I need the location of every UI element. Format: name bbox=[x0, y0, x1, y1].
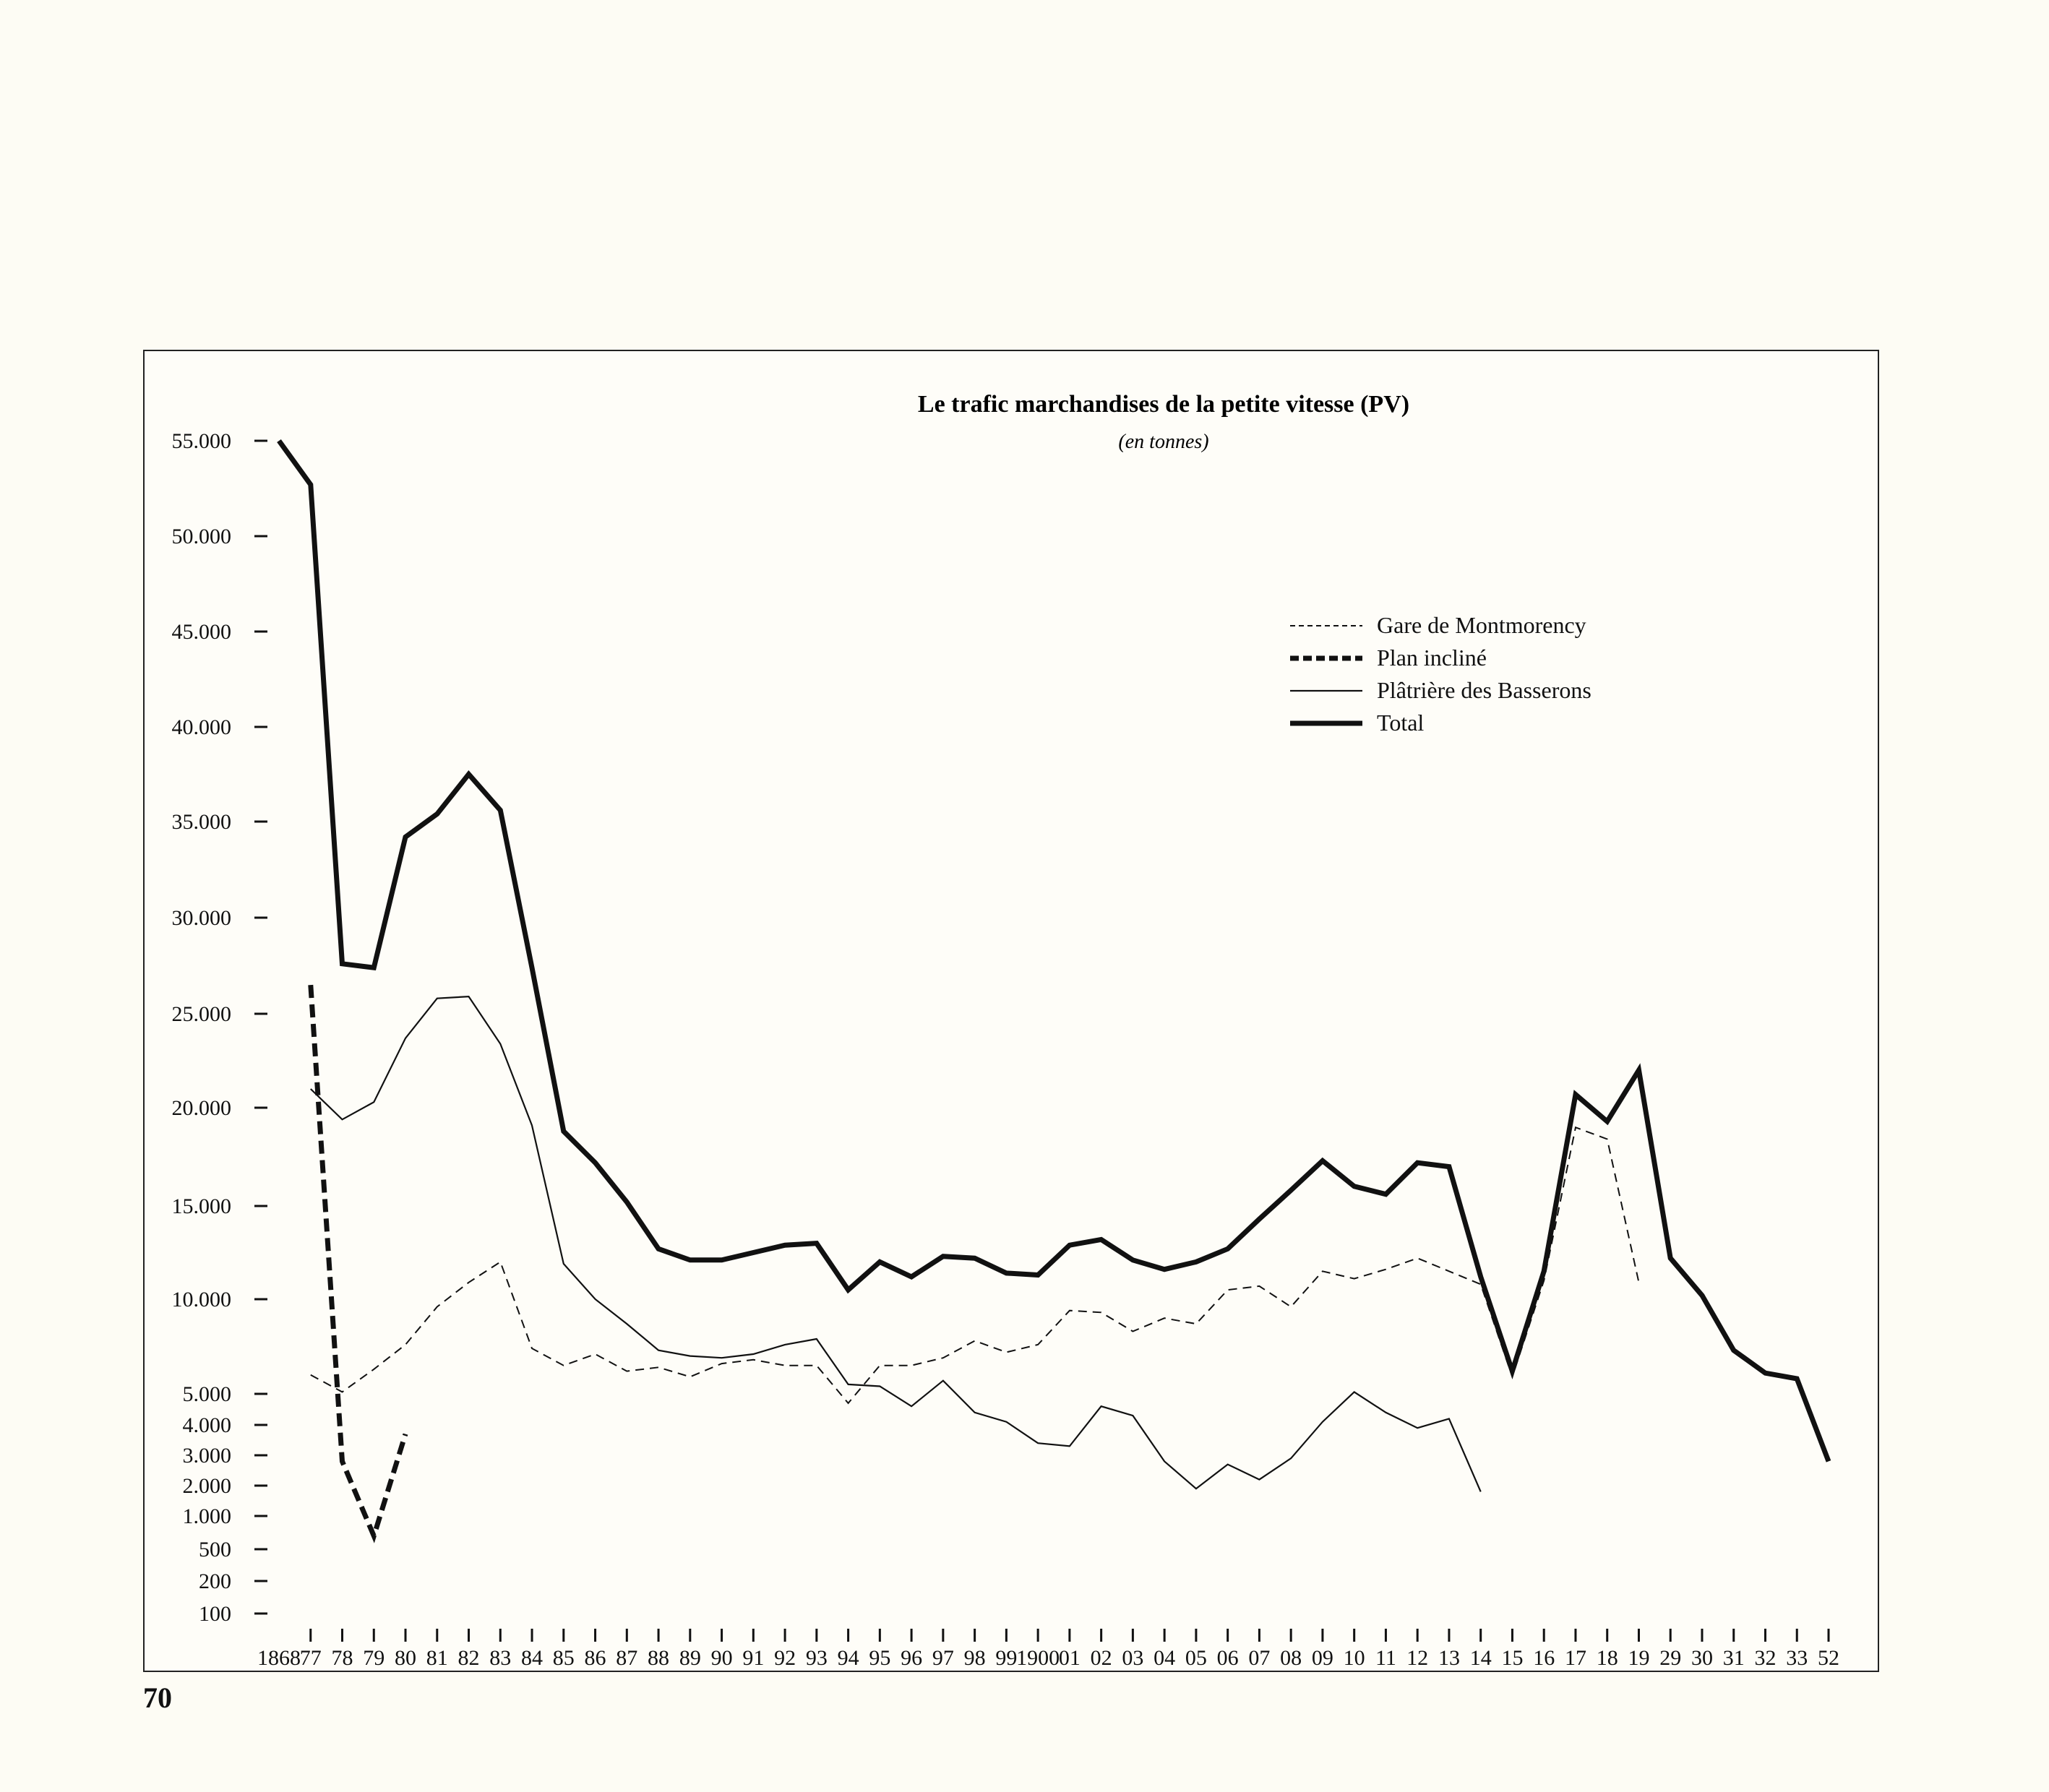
x-tick-label: 90 bbox=[711, 1646, 733, 1670]
x-tick-label: 80 bbox=[395, 1646, 416, 1670]
x-tick-label: 16 bbox=[1533, 1646, 1555, 1670]
x-tick-label: 05 bbox=[1185, 1646, 1207, 1670]
series-line-pl-tri-re-des-basserons bbox=[310, 995, 1482, 1492]
series-line-total bbox=[277, 439, 1831, 1463]
y-tick-label: 50.000 bbox=[172, 525, 232, 548]
x-tick-label: 32 bbox=[1754, 1646, 1776, 1670]
x-tick-label: 99 bbox=[995, 1646, 1017, 1670]
x-tick-label: 33 bbox=[1786, 1646, 1808, 1670]
x-tick-label: 92 bbox=[774, 1646, 796, 1670]
x-tick-label: 91 bbox=[742, 1646, 764, 1670]
x-tick-label: 98 bbox=[964, 1646, 986, 1670]
series-line-gare-de-montmorency bbox=[310, 1126, 1640, 1405]
y-tick-label: 2.000 bbox=[183, 1474, 232, 1498]
y-tick-label: 55.000 bbox=[172, 429, 232, 453]
y-tick-label: 30.000 bbox=[172, 906, 232, 930]
legend-label: Gare de Montmorency bbox=[1377, 612, 1586, 638]
x-tick-label: 97 bbox=[932, 1646, 954, 1670]
y-tick-label: 100 bbox=[199, 1602, 231, 1626]
x-tick-label: 77 bbox=[300, 1646, 322, 1670]
x-tick-label: 82 bbox=[458, 1646, 480, 1670]
x-tick-label: 19 bbox=[1628, 1646, 1649, 1670]
chart-subtitle: (en tonnes) bbox=[1118, 431, 1208, 453]
x-tick-label: 07 bbox=[1248, 1646, 1270, 1670]
y-tick-label: 45.000 bbox=[172, 620, 232, 644]
y-tick-label: 3.000 bbox=[183, 1444, 232, 1468]
x-tick-label: 18 bbox=[1597, 1646, 1618, 1670]
x-tick-label: 14 bbox=[1470, 1646, 1492, 1670]
y-tick-label: 5.000 bbox=[183, 1382, 232, 1406]
x-tick-label: 78 bbox=[332, 1646, 353, 1670]
legend-label: Plâtrière des Basserons bbox=[1377, 677, 1591, 703]
x-tick-label: 15 bbox=[1501, 1646, 1523, 1670]
x-tick-label: 81 bbox=[426, 1646, 448, 1670]
x-tick-label: 96 bbox=[901, 1646, 922, 1670]
x-tick-label: 95 bbox=[869, 1646, 890, 1670]
chart-title: Le trafic marchandises de la petite vite… bbox=[918, 391, 1409, 418]
y-tick-label: 25.000 bbox=[172, 1002, 232, 1026]
x-tick-label: 17 bbox=[1565, 1646, 1586, 1670]
x-tick-label: 94 bbox=[838, 1646, 859, 1670]
series-layer bbox=[277, 439, 1831, 1543]
x-tick-label: 30 bbox=[1691, 1646, 1713, 1670]
y-tick-label: 10.000 bbox=[172, 1288, 232, 1311]
x-tick-label: 12 bbox=[1406, 1646, 1428, 1670]
page-number: 70 bbox=[143, 1681, 172, 1714]
x-tick-label: 29 bbox=[1659, 1646, 1681, 1670]
y-tick-label: 40.000 bbox=[172, 715, 232, 739]
chart-svg: Le trafic marchandises de la petite vite… bbox=[172, 391, 1840, 1670]
series-line-plan-inclin- bbox=[308, 984, 408, 1543]
y-tick-label: 35.000 bbox=[172, 810, 232, 834]
x-tick-label: 03 bbox=[1122, 1646, 1143, 1670]
x-tick-label: 31 bbox=[1723, 1646, 1745, 1670]
legend-label: Total bbox=[1377, 710, 1424, 736]
x-tick-label: 02 bbox=[1091, 1646, 1112, 1670]
chart-frame: Le trafic marchandises de la petite vite… bbox=[143, 350, 1879, 1672]
x-tick-label: 11 bbox=[1375, 1646, 1396, 1670]
y-tick-label: 500 bbox=[199, 1538, 231, 1561]
x-tick-label: 87 bbox=[616, 1646, 637, 1670]
x-tick-label: 84 bbox=[521, 1646, 543, 1670]
x-tick-label: 89 bbox=[679, 1646, 701, 1670]
x-tick-label: 1900 bbox=[1016, 1646, 1060, 1670]
x-tick-label: 93 bbox=[806, 1646, 828, 1670]
x-tick-label: 88 bbox=[648, 1646, 669, 1670]
y-tick-label: 4.000 bbox=[183, 1413, 232, 1437]
x-tick-label: 52 bbox=[1818, 1646, 1839, 1670]
x-tick-label: 1868 bbox=[257, 1646, 301, 1670]
x-tick-label: 09 bbox=[1312, 1646, 1333, 1670]
x-tick-label: 79 bbox=[363, 1646, 385, 1670]
y-tick-label: 1.000 bbox=[183, 1504, 232, 1528]
x-tick-label: 86 bbox=[585, 1646, 606, 1670]
y-tick-label: 200 bbox=[199, 1569, 231, 1593]
x-tick-label: 08 bbox=[1280, 1646, 1302, 1670]
x-tick-label: 10 bbox=[1344, 1646, 1365, 1670]
x-tick-label: 01 bbox=[1059, 1646, 1081, 1670]
x-tick-label: 04 bbox=[1154, 1646, 1175, 1670]
y-tick-label: 20.000 bbox=[172, 1096, 232, 1120]
x-tick-label: 83 bbox=[489, 1646, 511, 1670]
x-tick-label: 85 bbox=[553, 1646, 575, 1670]
legend: Gare de Montmorency Plan incliné Plâtrière… bbox=[1290, 612, 1591, 736]
x-tick-label: 06 bbox=[1217, 1646, 1239, 1670]
legend-label: Plan incliné bbox=[1377, 645, 1487, 671]
y-axis: 100 200 500 1.000 2.000 3.000 4.000 5.000 10.000… bbox=[172, 429, 267, 1626]
x-tick-label: 13 bbox=[1438, 1646, 1460, 1670]
y-tick-label: 15.000 bbox=[172, 1194, 232, 1218]
